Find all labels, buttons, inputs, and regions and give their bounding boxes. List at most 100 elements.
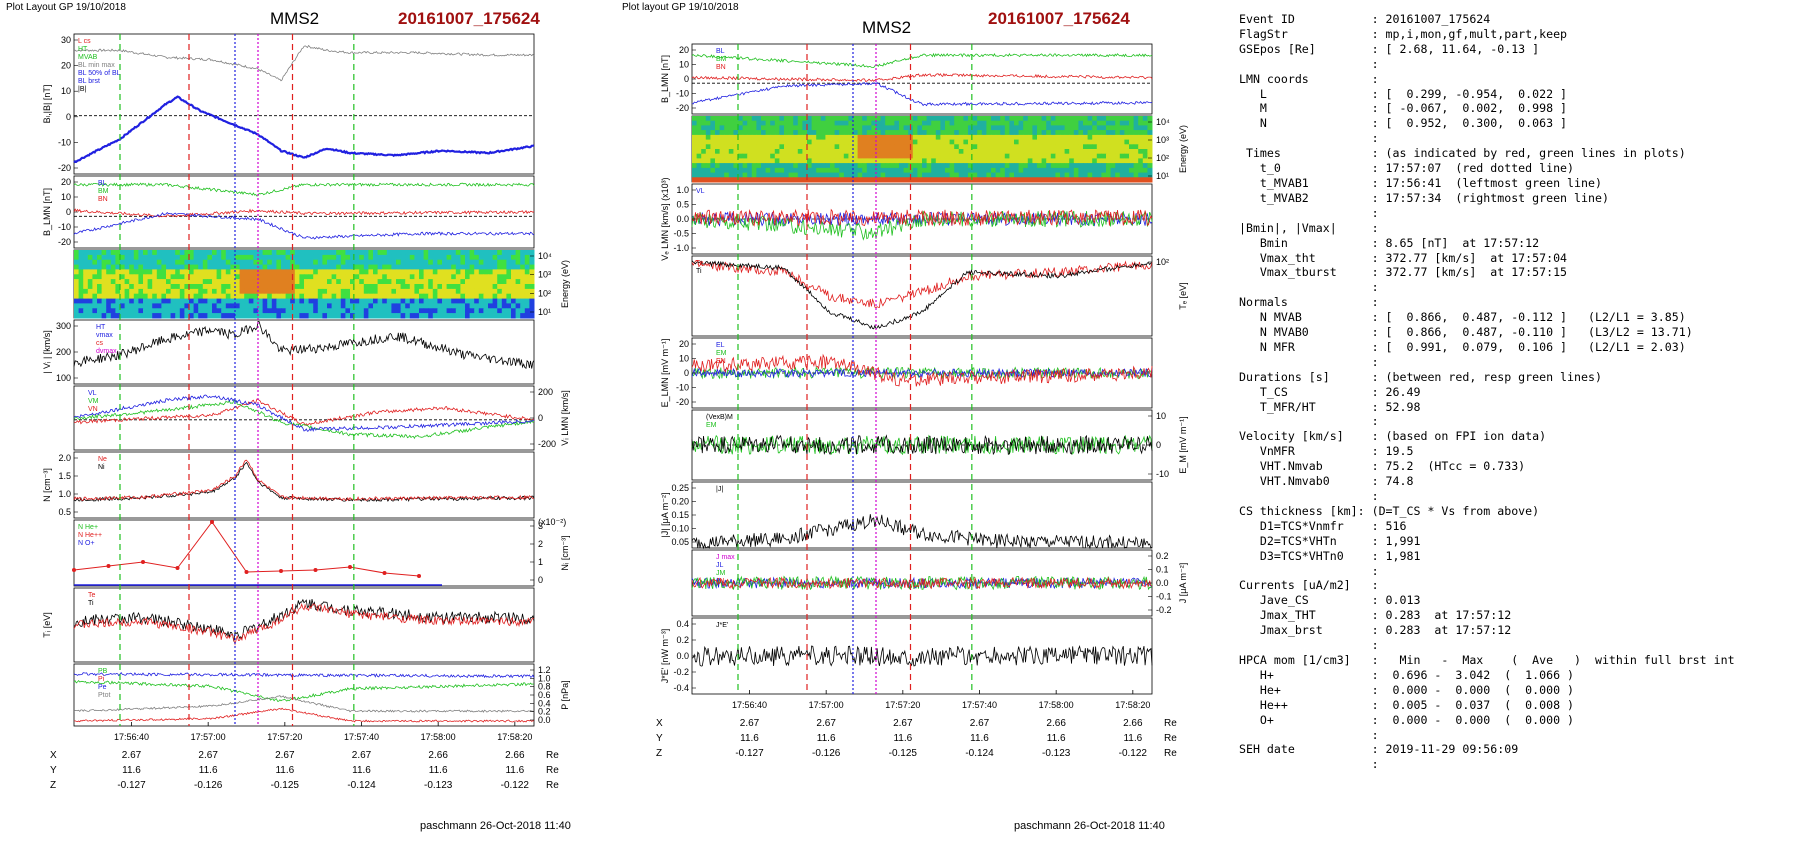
spectrogram-cell [1055,149,1061,155]
spectrogram-cell [995,120,1001,126]
spectrogram-cell [515,298,521,304]
spectrogram-cell [968,130,974,136]
spectrogram-cell [87,264,93,270]
spectrogram-cell [1018,139,1024,145]
spectrogram-cell [198,293,204,300]
spectrogram-cell [396,298,402,304]
spectrogram-cell [359,274,365,280]
spectrogram-cell [308,308,314,314]
spectrogram-cell [977,120,983,126]
spectrogram-cell [478,250,484,256]
spectrogram-cell [866,144,872,150]
spectrogram-cell [511,308,517,314]
spectrogram-cell [899,130,905,136]
spectrogram-cell [963,130,969,136]
spectrogram-cell [129,284,135,290]
spectrogram-cell [807,153,813,159]
spectrogram-cell [1087,139,1093,145]
spectrogram-cell [396,250,402,256]
spectrogram-cell [862,153,868,159]
spectrogram-cell [1027,134,1033,141]
spectrogram-cell [1000,139,1006,145]
spectrogram-cell [189,288,195,295]
spectrogram-cell [876,172,882,178]
left-header: Plot Layout GP 19/10/2018 [6,2,126,13]
spectrogram-cell [230,284,236,290]
spectrogram-cell [221,293,227,300]
spectrogram-cell [235,303,241,309]
spectrogram-cell [373,313,379,319]
spectrogram-cell [529,298,535,304]
spectrogram-cell [696,116,702,122]
spectrogram-cell [899,149,905,155]
spectrogram-cell [138,308,144,314]
spectrogram-cell [377,254,383,261]
spectrogram-cell [147,308,153,314]
spectrogram-cell [423,308,429,314]
spectrogram-cell [1092,153,1098,159]
spectrogram-cell [184,288,190,295]
spectrogram-cell [705,116,711,122]
spectrogram-cell [152,250,158,256]
spectrogram-cell [327,264,333,270]
spectrogram-cell [705,149,711,155]
spectrogram-cell [299,264,305,270]
spectrogram-cell [1041,130,1047,136]
coord-value: -0.125 [271,780,300,791]
spectrogram-cell [313,298,319,304]
spectrogram-cell [793,139,799,145]
spectrogram-cell [350,254,356,261]
spectrogram-cell [945,139,951,145]
spectrogram-cell [92,264,98,270]
spectrogram-cell [793,130,799,136]
spectrogram-cell [400,303,406,309]
panel-frame [691,255,1153,337]
spectrogram-cell [405,264,411,270]
spectrogram-cell [912,134,918,141]
spectrogram-cell [239,293,245,300]
spectrogram-cell [871,153,877,159]
coord-value: 2.67 [740,718,760,729]
spectrogram-cell [1032,125,1038,131]
spectrogram-cell [958,130,964,136]
spectrogram-cell [506,284,512,290]
spectrogram-cell [313,313,319,319]
spectrogram-cell [230,259,236,266]
spectrogram-cell [1106,172,1112,178]
spectrogram-cell [761,139,767,145]
spectrogram-cell [377,288,383,295]
spectrogram-cell [1018,120,1024,126]
spectrogram-cell [816,158,822,164]
spectrogram-cell [862,172,868,178]
spectrogram-cell [212,293,218,300]
spectrogram-cell [1101,134,1107,141]
spectrogram-cell [483,303,489,309]
spectrogram-cell [880,130,886,136]
spectrogram-cell [991,130,997,136]
spectrogram-cell [354,254,360,261]
spectrogram-cell [1101,177,1107,183]
spectrogram-cell [843,125,849,131]
spectrogram-cell [350,274,356,280]
spectrogram-cell [912,172,918,178]
spectrogram-cell [313,279,319,285]
y-axis-label: Tₑ [eV] [1178,282,1188,309]
spectrogram-cell [862,149,868,155]
spectrogram-cell [770,120,776,126]
spectrogram-cell [968,158,974,164]
spectrogram-cell [1004,153,1010,159]
spectrogram-cell [235,293,241,300]
spectrogram-cell [917,139,923,145]
spectrogram-cell [991,116,997,122]
spectrogram-cell [1119,153,1125,159]
spectrogram-cell [885,149,891,155]
spectrogram-cell [1138,116,1144,122]
spectrogram-cell [899,167,905,174]
spectrogram-cell [1060,116,1066,122]
spectrogram-cell [124,269,130,275]
spectrogram-cell [529,313,535,319]
spectrogram-cell [912,158,918,164]
spectrogram-cell [400,308,406,314]
spectrogram-cell [400,274,406,280]
spectrogram-cell [202,269,208,275]
